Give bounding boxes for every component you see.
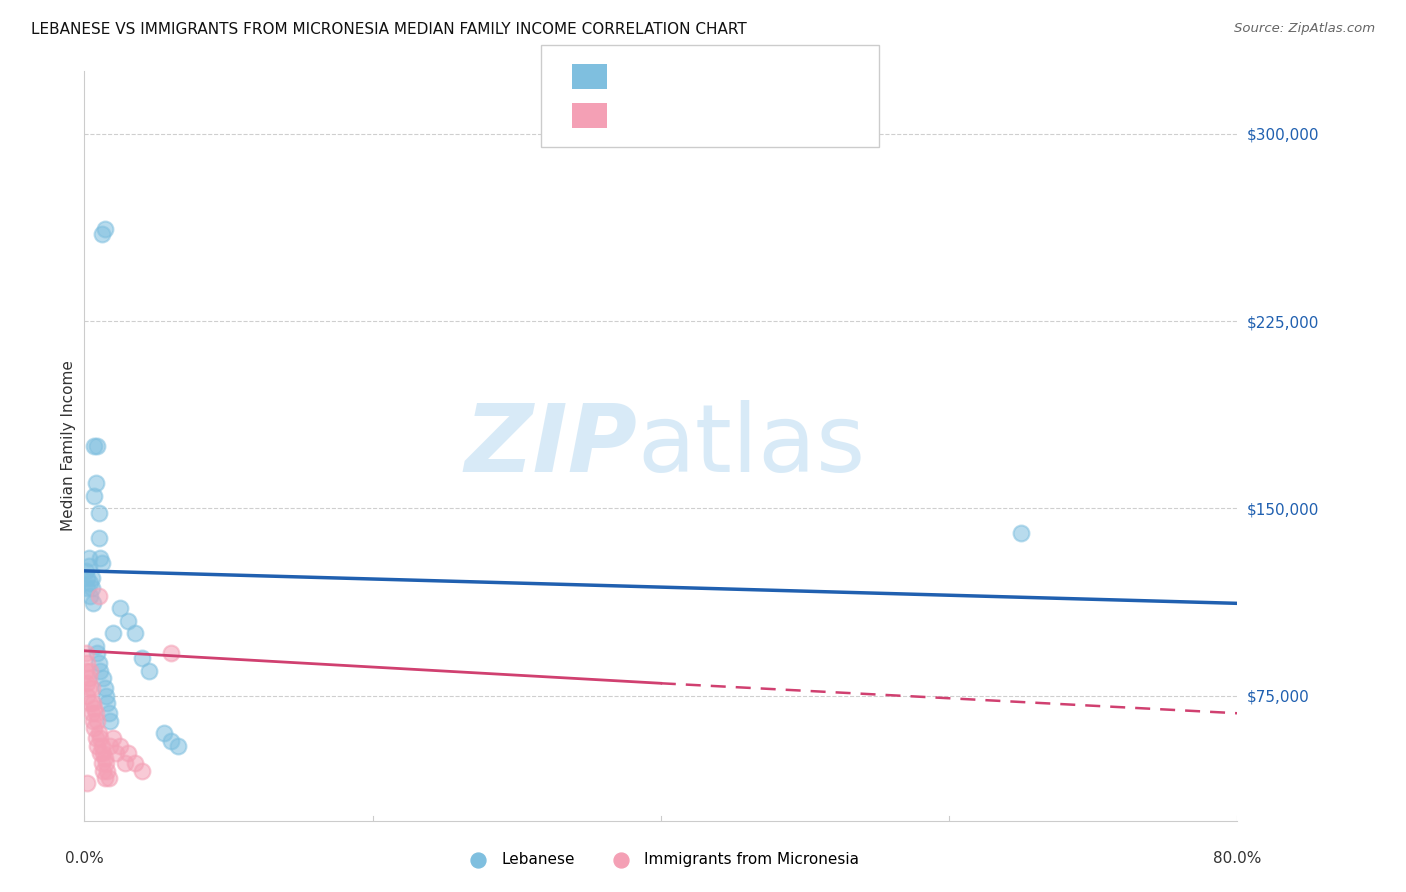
Text: R =: R = bbox=[614, 62, 648, 76]
Text: -0.040: -0.040 bbox=[650, 62, 704, 76]
Point bbox=[84, 731, 107, 746]
Point bbox=[90, 756, 112, 771]
Point bbox=[97, 706, 120, 721]
Point bbox=[76, 676, 98, 690]
Point bbox=[76, 689, 98, 703]
Point bbox=[86, 714, 108, 728]
Point bbox=[90, 739, 112, 753]
Point bbox=[80, 582, 103, 596]
Point bbox=[82, 596, 104, 610]
Point bbox=[79, 696, 101, 710]
Point bbox=[131, 651, 153, 665]
Point bbox=[86, 439, 108, 453]
Text: N =: N = bbox=[716, 102, 759, 116]
Point bbox=[94, 756, 117, 771]
Point bbox=[87, 657, 110, 671]
Point bbox=[84, 706, 107, 721]
Point bbox=[83, 489, 105, 503]
Point bbox=[89, 664, 111, 678]
Point bbox=[77, 681, 100, 696]
Text: 42: 42 bbox=[759, 102, 780, 116]
Point bbox=[77, 551, 100, 566]
Point bbox=[82, 696, 104, 710]
Text: ZIP: ZIP bbox=[465, 400, 638, 492]
Point bbox=[93, 771, 115, 785]
Point bbox=[124, 756, 146, 771]
Point bbox=[86, 739, 108, 753]
Point bbox=[79, 664, 101, 678]
Point bbox=[87, 507, 110, 521]
Point bbox=[76, 776, 98, 790]
Point bbox=[80, 571, 103, 585]
Point bbox=[84, 639, 107, 653]
Point bbox=[79, 589, 101, 603]
Y-axis label: Median Family Income: Median Family Income bbox=[60, 360, 76, 532]
Point bbox=[117, 614, 139, 628]
Point bbox=[87, 532, 110, 546]
Text: N =: N = bbox=[716, 62, 759, 76]
Point bbox=[89, 551, 111, 566]
Point bbox=[89, 746, 111, 760]
Point bbox=[86, 646, 108, 660]
Point bbox=[76, 582, 98, 596]
Point bbox=[84, 476, 107, 491]
Point bbox=[93, 221, 115, 235]
Point bbox=[83, 439, 105, 453]
Text: R =: R = bbox=[614, 102, 648, 116]
Point bbox=[89, 731, 111, 746]
Point bbox=[90, 227, 112, 241]
Point bbox=[94, 689, 117, 703]
Point bbox=[131, 764, 153, 778]
Point bbox=[91, 671, 114, 685]
Point bbox=[167, 739, 190, 753]
Point bbox=[98, 739, 121, 753]
Point bbox=[82, 714, 104, 728]
Point bbox=[105, 746, 128, 760]
Point bbox=[76, 657, 98, 671]
Text: 0.0%: 0.0% bbox=[65, 851, 104, 865]
Point bbox=[103, 626, 124, 640]
Point bbox=[152, 726, 174, 740]
Legend: Lebanese, Immigrants from Micronesia: Lebanese, Immigrants from Micronesia bbox=[457, 846, 865, 873]
Text: -0.106: -0.106 bbox=[650, 102, 704, 116]
Point bbox=[160, 646, 183, 660]
Point bbox=[80, 706, 103, 721]
Point bbox=[83, 721, 105, 735]
Point bbox=[96, 696, 118, 710]
Point bbox=[87, 726, 110, 740]
Text: 80.0%: 80.0% bbox=[1213, 851, 1261, 865]
Point bbox=[114, 756, 136, 771]
Point bbox=[124, 626, 146, 640]
Point bbox=[76, 571, 98, 585]
Point bbox=[1010, 526, 1032, 541]
Point bbox=[80, 681, 103, 696]
Point bbox=[87, 589, 110, 603]
Point bbox=[97, 771, 120, 785]
Point bbox=[98, 714, 121, 728]
Point bbox=[79, 576, 101, 591]
Point bbox=[91, 764, 114, 778]
Point bbox=[93, 751, 115, 765]
Point bbox=[91, 746, 114, 760]
Point bbox=[77, 558, 100, 573]
Text: LEBANESE VS IMMIGRANTS FROM MICRONESIA MEDIAN FAMILY INCOME CORRELATION CHART: LEBANESE VS IMMIGRANTS FROM MICRONESIA M… bbox=[31, 22, 747, 37]
Point bbox=[110, 739, 132, 753]
Text: 39: 39 bbox=[759, 62, 780, 76]
Point bbox=[83, 701, 105, 715]
Point bbox=[110, 601, 132, 615]
Point bbox=[75, 664, 97, 678]
Text: atlas: atlas bbox=[638, 400, 866, 492]
Point bbox=[103, 731, 124, 746]
Point bbox=[138, 664, 160, 678]
Point bbox=[96, 764, 118, 778]
Point bbox=[160, 733, 183, 747]
Point bbox=[77, 671, 100, 685]
Point bbox=[75, 646, 97, 660]
Point bbox=[117, 746, 139, 760]
Point bbox=[75, 564, 97, 578]
Point bbox=[93, 681, 115, 696]
Text: Source: ZipAtlas.com: Source: ZipAtlas.com bbox=[1234, 22, 1375, 36]
Point bbox=[90, 557, 112, 571]
